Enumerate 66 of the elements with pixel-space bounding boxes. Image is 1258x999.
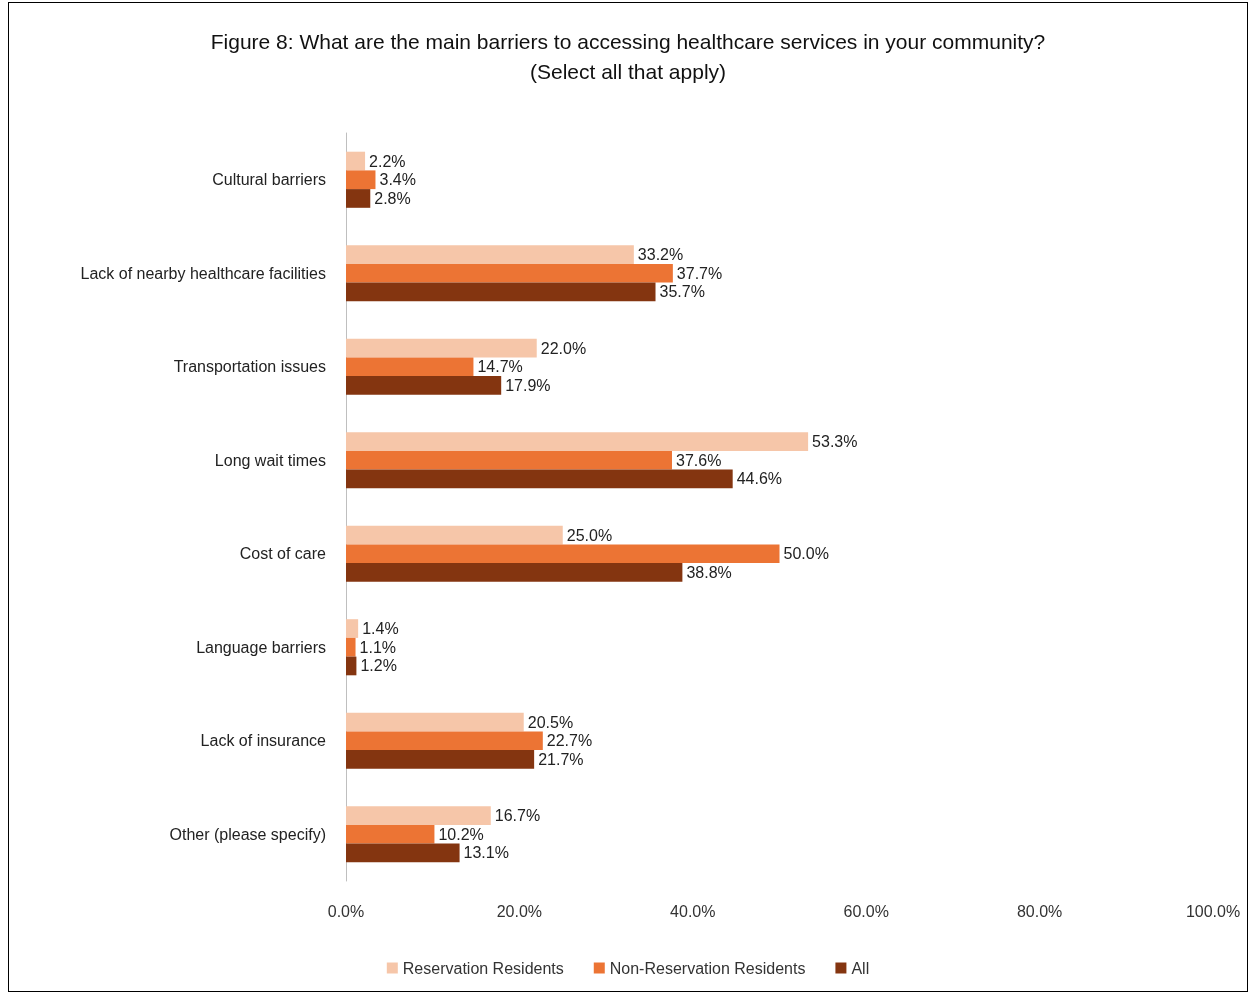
bar xyxy=(346,376,502,395)
data-label: 37.6% xyxy=(675,451,722,469)
x-tick-label: 80.0% xyxy=(1016,902,1063,920)
bar xyxy=(346,824,435,844)
data-label: 35.7% xyxy=(659,283,705,301)
x-tick-label: 0.0% xyxy=(327,902,365,920)
chart-title: Figure 8: What are the main barriers to accessing healthcare services in your community? (Select all that apply) xyxy=(210,29,1046,83)
data-label: 44.6% xyxy=(736,470,783,488)
x-tick-label: 40.0% xyxy=(670,902,716,920)
bar xyxy=(346,170,376,190)
y-tick-label: Transportation issues xyxy=(173,358,326,376)
data-label: 10.2% xyxy=(438,825,484,843)
bar xyxy=(346,282,656,302)
data-label: 22.0% xyxy=(540,339,587,357)
bar xyxy=(346,151,366,171)
data-label: 2.2% xyxy=(369,152,406,170)
data-label: 14.7% xyxy=(477,358,523,376)
bar xyxy=(346,469,733,489)
y-tick-label: Long wait times xyxy=(214,451,326,469)
y-tick-label: Language barriers xyxy=(196,638,326,656)
data-label: 38.8% xyxy=(686,563,732,581)
data-label: 1.1% xyxy=(359,638,397,656)
bar xyxy=(346,712,524,732)
data-label: 13.1% xyxy=(463,844,509,862)
bar xyxy=(346,563,683,582)
bar xyxy=(346,450,672,470)
x-tick-label: 20.0% xyxy=(496,902,543,920)
bar xyxy=(346,637,356,657)
bar xyxy=(346,189,371,208)
data-label: 17.9% xyxy=(505,376,551,394)
bar xyxy=(346,544,780,564)
y-tick-label: Other (please specify) xyxy=(169,825,326,843)
bar xyxy=(346,263,673,283)
data-label: 20.5% xyxy=(527,713,574,731)
data-label: 33.2% xyxy=(637,246,684,264)
bar xyxy=(346,432,809,451)
data-label: 1.4% xyxy=(362,620,399,638)
legend-label: Reservation Residents xyxy=(402,959,564,977)
data-label: 50.0% xyxy=(783,545,829,563)
legend-label: Non-Reservation Residents xyxy=(609,959,806,977)
bar xyxy=(346,750,535,769)
data-label: 1.2% xyxy=(360,657,397,675)
y-tick-label: Lack of insurance xyxy=(200,732,327,750)
data-label: 37.7% xyxy=(676,264,723,282)
bar xyxy=(346,656,357,676)
bar xyxy=(346,619,359,638)
x-tick-label: 60.0% xyxy=(843,902,889,920)
data-label: 53.3% xyxy=(812,433,858,451)
data-label: 21.7% xyxy=(538,750,584,768)
bar xyxy=(346,731,543,751)
bar xyxy=(346,843,460,863)
data-label: 25.0% xyxy=(566,526,613,544)
bar xyxy=(346,245,634,264)
y-tick-label: Cost of care xyxy=(239,545,327,563)
bar xyxy=(346,357,474,377)
bar xyxy=(346,525,563,545)
data-label: 16.7% xyxy=(494,807,541,825)
data-label: 2.8% xyxy=(374,189,411,207)
bar xyxy=(346,806,491,825)
legend-label: All xyxy=(851,959,870,977)
data-label: 3.4% xyxy=(379,171,416,189)
data-label: 22.7% xyxy=(546,732,593,750)
bar xyxy=(346,338,537,358)
y-tick-label: Cultural barriers xyxy=(212,171,326,189)
y-tick-label: Lack of nearby healthcare facilities xyxy=(80,264,326,282)
x-tick-label: 100.0% xyxy=(1185,902,1241,920)
